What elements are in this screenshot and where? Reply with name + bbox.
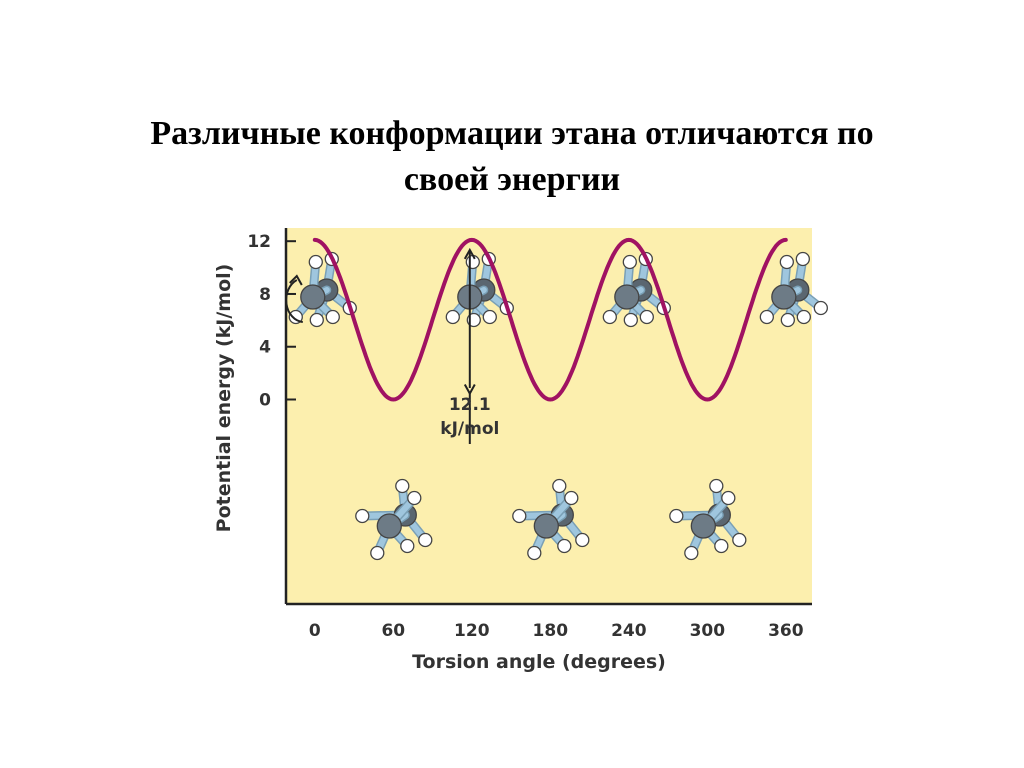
x-tick-label: 60	[381, 621, 405, 641]
eclipsed-ethane-icon	[288, 251, 357, 328]
series-curve	[312, 237, 788, 402]
annotation-label: kJ/mol	[440, 419, 499, 439]
annotation-layer: 12.1 kJ/mol	[440, 247, 499, 444]
series-layer	[312, 237, 788, 402]
staggered-ethane-icon	[512, 478, 590, 561]
x-tick-label: 180	[533, 621, 569, 641]
molecule-icons	[285, 251, 828, 561]
staggered-ethane-icon	[669, 478, 747, 561]
x-tick-label: 0	[309, 621, 321, 641]
slide-title: Различные конформации этана отличаются п…	[60, 111, 964, 203]
eclipsed-ethane-icon	[602, 251, 671, 328]
x-axis-ticks: 0 60 120 180 240 300 360	[309, 621, 804, 641]
slide-title-line-2: своей энергии	[403, 160, 621, 198]
y-tick-label: 8	[259, 285, 271, 305]
y-tick-label: 4	[259, 338, 271, 358]
axes	[284, 228, 812, 606]
rotation-arrowhead-icon	[289, 274, 303, 286]
annotation-arrowhead-up	[463, 247, 476, 260]
x-tick-label: 300	[690, 621, 726, 641]
y-tick-label: 0	[259, 391, 271, 411]
x-axis-label: Torsion angle (degrees)	[412, 651, 666, 673]
y-tick-label: 12	[247, 232, 271, 252]
x-tick-label: 120	[454, 621, 490, 641]
y-axis-label: Potential energy (kJ/mol)	[213, 264, 235, 533]
eclipsed-ethane-icon	[759, 251, 828, 328]
staggered-ethane-icon	[355, 478, 433, 561]
y-axis-ticks: 0 4 8 12	[247, 232, 296, 411]
x-tick-label: 360	[768, 621, 804, 641]
slide-title-line-1: Различные конформации этана отличаются п…	[150, 114, 874, 152]
annotation-arrowhead-down	[463, 384, 476, 396]
plot-background	[286, 228, 812, 604]
x-tick-label: 240	[611, 621, 647, 641]
annotation-label: 12.1	[449, 395, 491, 415]
